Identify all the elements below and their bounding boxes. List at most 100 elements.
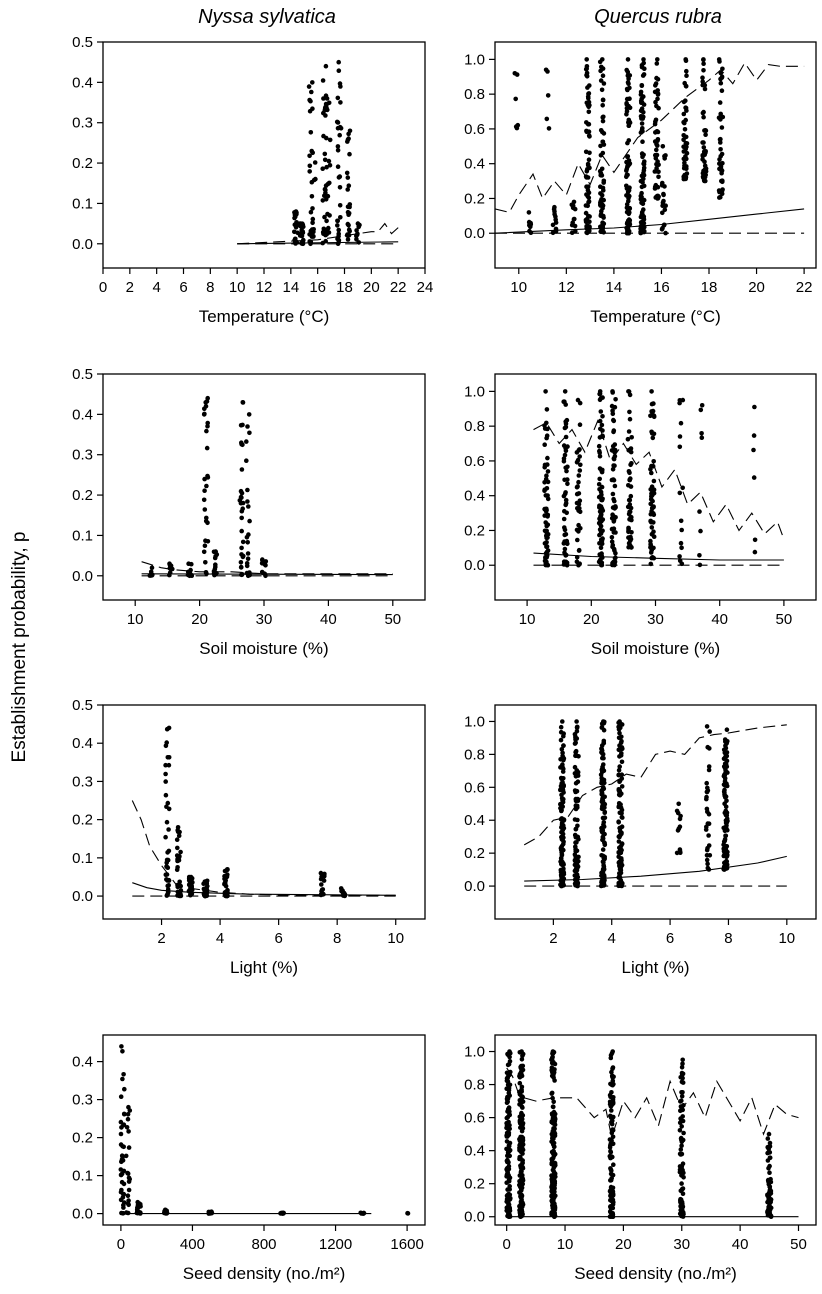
data-point [544,473,549,479]
data-point [311,227,317,232]
data-point [520,1053,525,1059]
data-point [240,539,246,545]
data-point [597,527,603,532]
y-tick-label: 0.2 [464,845,485,862]
data-point [520,1202,526,1207]
data-point [700,79,705,84]
plot-marks [495,57,805,236]
data-point [654,75,659,81]
data-point [679,1181,684,1186]
data-point [504,1134,510,1139]
data-point [638,92,644,97]
data-point [520,1141,526,1147]
data-point [703,128,709,133]
data-point [342,893,348,899]
data-point [126,1129,131,1134]
data-point [560,780,565,785]
data-point [561,541,567,546]
data-point [245,551,251,556]
data-point [611,428,617,433]
data-point [583,217,589,223]
data-point [550,1112,555,1117]
data-point [517,1071,523,1077]
data-point [616,772,621,778]
data-point [299,227,305,233]
data-point [725,770,730,775]
data-point [610,408,615,414]
data-point [619,759,625,765]
data-point [572,216,577,222]
data-point [679,1143,684,1148]
x-axis-label: Temperature (°C) [199,307,330,326]
data-point [559,879,565,885]
data-point [321,96,326,101]
data-point [122,1086,127,1092]
data-point [626,158,632,163]
x-tick-label: 10 [387,930,404,947]
data-point [725,852,730,858]
data-point [662,184,667,189]
data-point [752,404,757,410]
data-point [677,554,682,559]
data-point [587,219,592,224]
data-point [601,786,607,792]
data-point [558,859,563,864]
data-point [656,194,661,199]
plot-frame [102,41,426,269]
data-point [677,398,683,403]
data-point [543,476,549,482]
data-point [602,842,608,848]
data-point [549,1192,555,1198]
data-point [506,1087,512,1093]
x-tick-label: 10 [229,279,246,296]
data-point [323,190,328,196]
data-point [239,528,244,534]
data-point [517,1173,523,1178]
data-point [627,218,633,223]
data-point [346,131,351,137]
data-point [641,165,647,171]
data-point [119,1179,125,1185]
column-title-nyssa: Nyssa sylvatica [198,6,336,28]
data-point [324,227,330,233]
data-point [598,128,604,133]
data-point [576,754,581,759]
data-point [246,504,251,509]
data-point [584,184,589,189]
y-tick-label: 0.2 [464,190,485,207]
data-point [599,825,604,831]
column-title-quercus: Quercus rubra [594,6,722,28]
plot-frame [494,373,817,601]
data-point [640,73,646,78]
data-point [354,232,360,237]
data-point [705,785,710,791]
data-point [725,827,730,833]
data-point [345,221,351,227]
data-point [335,144,341,149]
data-point [549,1066,555,1072]
data-point [627,416,633,422]
data-point [561,817,567,822]
y-tick-label: 0.5 [72,366,93,383]
data-point [717,100,723,105]
data-point [354,237,359,242]
data-point [561,516,567,522]
data-point [203,560,208,565]
data-point [504,1100,510,1105]
data-point [752,537,758,543]
data-point [651,520,656,525]
data-point [683,83,689,89]
data-point [335,218,341,224]
data-point [619,776,625,781]
data-point [679,1124,684,1129]
data-point [327,163,333,168]
data-point [506,1209,512,1215]
data-point [616,819,621,824]
data-point [118,1131,124,1137]
data-point [751,433,757,438]
data-point [575,817,580,823]
data-point [629,435,634,440]
x-tick-label: 4 [216,930,224,947]
data-point [545,69,550,74]
data-point [599,746,604,751]
